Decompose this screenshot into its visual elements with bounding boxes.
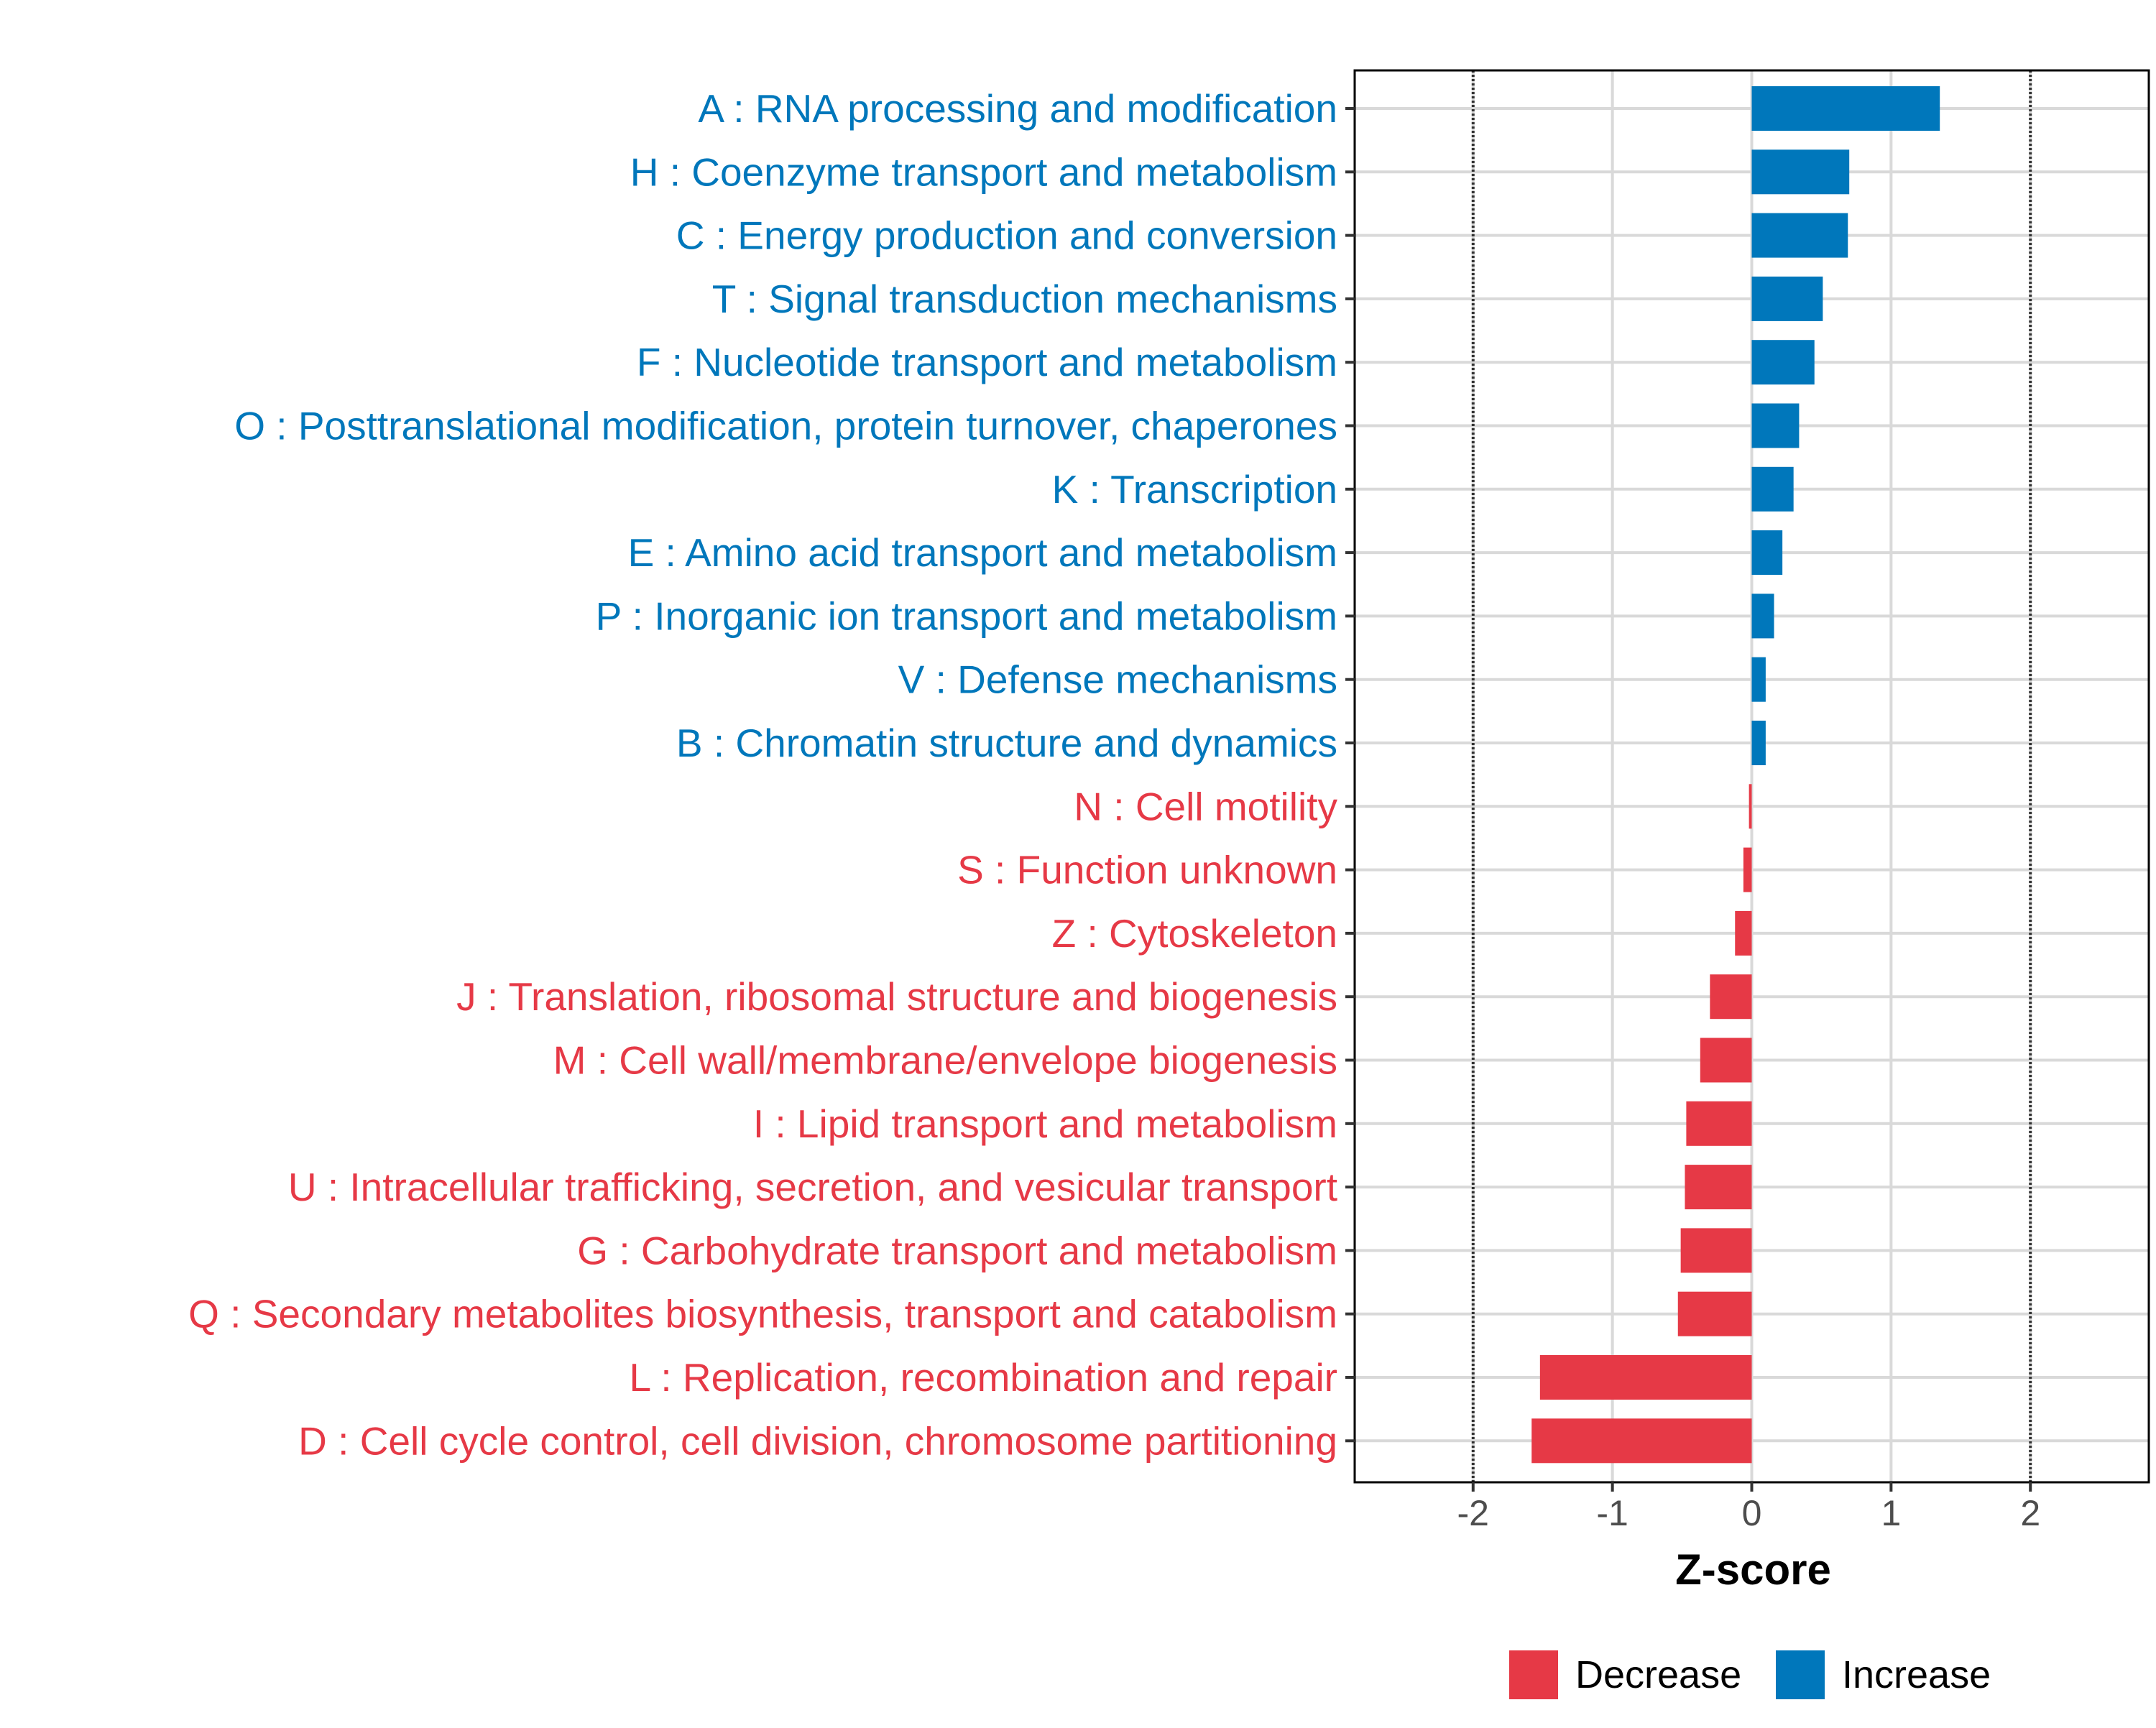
bar	[1686, 1101, 1752, 1146]
category-label: N : Cell motility	[1074, 784, 1337, 828]
bar	[1751, 466, 1794, 512]
bar	[1751, 276, 1823, 321]
category-label: C : Energy production and conversion	[676, 213, 1337, 258]
bar	[1539, 1355, 1752, 1400]
legend-key	[1509, 1650, 1558, 1699]
bar	[1751, 403, 1800, 448]
legend-label: Increase	[1842, 1653, 1991, 1696]
bar	[1751, 593, 1774, 639]
bar	[1751, 721, 1766, 765]
y-axis-ticks	[1345, 107, 1355, 1443]
bar	[1751, 213, 1848, 258]
bar	[1751, 340, 1815, 385]
x-axis-ticks: -2 -1 0 1 2	[1457, 1482, 2040, 1533]
bar	[1710, 974, 1752, 1020]
bar	[1685, 1165, 1752, 1210]
category-label: A : RNA processing and modification	[698, 86, 1337, 131]
legend-key	[1776, 1650, 1825, 1699]
x-tick-label: 0	[1742, 1493, 1762, 1533]
legend: Decrease Increase	[1509, 1650, 1991, 1699]
category-label: O : Posttranslational modification, prot…	[234, 404, 1337, 448]
legend-item: Decrease	[1509, 1650, 1741, 1699]
category-label: E : Amino acid transport and metabolism	[628, 530, 1337, 575]
category-label: V : Defense mechanisms	[898, 657, 1337, 702]
bars-layer	[1531, 86, 1940, 1464]
category-label: Z : Cytoskeleton	[1052, 911, 1337, 956]
category-label: G : Carbohydrate transport and metabolis…	[577, 1228, 1337, 1272]
bar	[1531, 1418, 1752, 1464]
bar	[1749, 784, 1752, 829]
x-tick-label: 2	[2020, 1493, 2040, 1533]
legend-item: Increase	[1776, 1650, 1991, 1699]
x-tick-label: 1	[1881, 1493, 1901, 1533]
category-label: Q : Secondary metabolites biosynthesis, …	[188, 1292, 1337, 1336]
bar	[1677, 1291, 1752, 1336]
category-label: U : Intracellular trafficking, secretion…	[288, 1165, 1337, 1209]
x-tick-label: -2	[1457, 1493, 1489, 1533]
bar	[1743, 847, 1752, 892]
x-axis-title: Z-score	[1675, 1546, 1831, 1594]
y-axis-category-labels: A : RNA processing and modification H : C…	[188, 86, 1337, 1463]
category-label: T : Signal transduction mechanisms	[712, 277, 1337, 321]
bar	[1751, 530, 1783, 576]
legend-label: Decrease	[1575, 1653, 1741, 1696]
category-label: P : Inorganic ion transport and metaboli…	[596, 593, 1337, 638]
bar	[1700, 1038, 1752, 1083]
bar	[1751, 657, 1766, 702]
x-tick-label: -1	[1596, 1493, 1628, 1533]
category-label: F : Nucleotide transport and metabolism	[637, 340, 1337, 384]
bar	[1751, 86, 1940, 131]
category-label: B : Chromatin structure and dynamics	[676, 721, 1337, 765]
category-label: L : Replication, recombination and repai…	[630, 1355, 1337, 1400]
bar	[1680, 1228, 1752, 1273]
category-label: I : Lipid transport and metabolism	[753, 1101, 1337, 1146]
category-label: J : Translation, ribosomal structure and…	[456, 974, 1337, 1019]
category-label: S : Function unknown	[957, 848, 1337, 892]
category-label: K : Transcription	[1052, 467, 1337, 512]
bar	[1751, 149, 1850, 195]
category-label: M : Cell wall/membrane/envelope biogenes…	[553, 1038, 1337, 1083]
bar	[1735, 910, 1752, 956]
category-label: D : Cell cycle control, cell division, c…	[298, 1418, 1337, 1463]
category-label: H : Coenzyme transport and metabolism	[630, 149, 1337, 194]
